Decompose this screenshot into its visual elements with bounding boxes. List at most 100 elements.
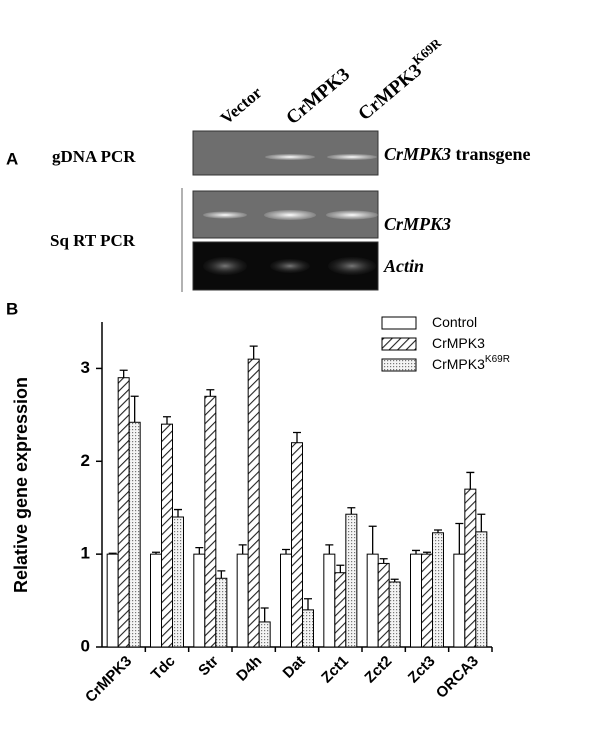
lane-label: CrMPK3K69R [351,35,452,125]
error-bar [249,345,258,360]
error-bar [119,369,128,378]
error-bar [390,578,399,582]
legend-label-superscript: K69R [485,354,510,365]
error-bar [336,564,345,573]
gel-label: CrMPK3 [384,214,451,234]
gel-band [264,210,316,220]
gel-band [326,210,378,220]
error-bar [195,546,204,555]
error-bar [477,513,486,532]
bar [377,562,390,648]
y-tick-label: 2 [81,451,90,470]
x-tick-label: Zct1 [318,653,352,687]
error-bar [152,551,160,555]
gel-label: CrMPK3 transgene [384,144,531,164]
error-bar [163,416,171,425]
bar [204,395,217,648]
bar [193,553,206,648]
gel-band [270,259,310,273]
legend-swatch [381,358,417,372]
error-bar [412,549,420,555]
gel-band [328,257,376,275]
bar [475,531,488,648]
x-tick-label: Zct3 [405,653,439,687]
legend-label: CrMPK3K69R [432,354,510,372]
row-label: Sq RT PCR [50,231,136,250]
gene-suffix: transgene [456,144,531,164]
bar [410,553,422,648]
y-tick-label: 0 [81,636,90,655]
y-axis-label: Relative gene expression [11,377,31,593]
row-label: gDNA PCR [52,147,136,166]
gel-band [203,257,247,275]
legend-label: CrMPK3 [432,335,485,351]
bar [236,553,249,648]
bar [334,572,347,648]
error-bar [379,558,388,564]
bar [291,442,303,648]
lane-label: Vector [217,83,266,128]
x-tick-label: Zct2 [361,653,395,687]
bar [302,609,314,648]
gel-band [203,211,247,219]
bar [453,553,466,648]
error-bar [260,607,269,622]
bar [366,553,379,648]
error-bar [466,471,475,490]
y-tick-label: 3 [81,358,90,377]
bar [280,553,292,648]
error-bar [217,570,226,579]
legend-label-text: Control [432,314,477,330]
legend-swatch [381,337,417,351]
bar [247,358,260,648]
error-bar [423,551,431,555]
error-bar [434,529,442,533]
error-bar [108,552,117,555]
bar [128,421,141,648]
error-bar [174,508,182,517]
lane-label-text: CrMPK3 [355,60,427,125]
x-tick-label: Dat [280,653,309,682]
gel-band [327,154,377,160]
panel-label: A [6,149,18,168]
x-tick-label: Str [195,653,222,680]
x-tick-label: ORCA3 [433,653,482,702]
error-bar [238,544,247,555]
bar [323,553,336,648]
error-bar [325,544,334,555]
legend-label: Control [432,314,477,330]
panel-label: B [6,299,18,318]
error-bar [304,598,312,610]
error-bar [347,507,356,515]
bar [215,577,228,648]
bar [432,532,444,648]
x-tick-label: D4h [233,653,265,685]
error-bar [282,548,290,555]
gel-band [265,154,315,160]
gel-label: Actin [383,256,424,276]
bar [161,423,173,648]
bar [388,581,401,648]
y-tick-label: 1 [81,544,90,563]
bar [464,488,477,648]
legend-label-text: CrMPK3 [432,335,485,351]
bar [150,553,162,648]
bar [258,621,271,648]
bar [106,553,119,648]
lane-label-superscript: K69R [409,35,444,68]
error-bar [455,522,464,555]
x-tick-label: CrMPK3 [82,653,135,706]
legend-swatch [381,316,417,330]
error-bar [293,431,301,443]
bar [421,553,433,648]
legend-label-text: CrMPK3 [432,356,485,372]
error-bar [130,395,139,423]
bar [117,377,130,648]
gel [192,130,379,176]
panel-a: A Vector CrMPK3 CrMPK3K69R gDNA PCR Sq R… [6,35,531,292]
error-bar [368,525,377,555]
x-tick-label: Tdc [148,653,179,684]
error-bar [206,389,215,397]
lane-label: CrMPK3 [283,64,355,129]
